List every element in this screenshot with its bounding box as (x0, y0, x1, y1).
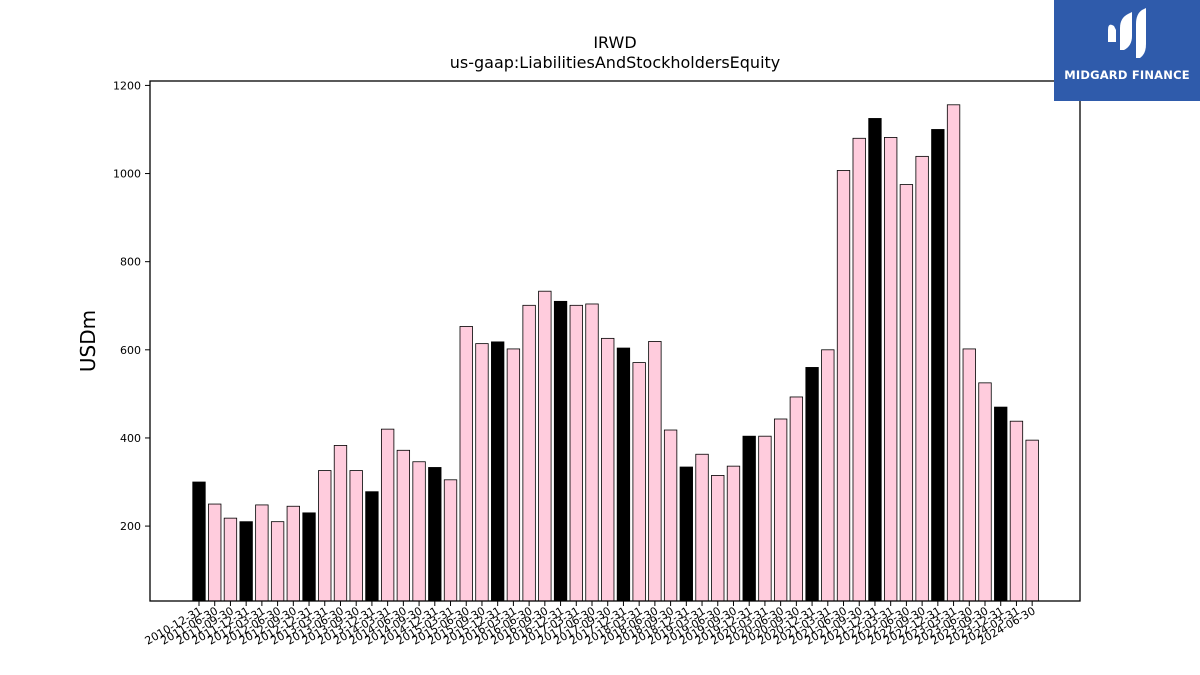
bar-2019-03-31 (695, 453, 709, 602)
bar-2010-12-31 (192, 481, 206, 602)
bar-2022-09-30 (915, 155, 929, 602)
bar-2016-06-30 (522, 304, 536, 602)
plot-frame (149, 80, 1081, 602)
chart-title: IRWD (593, 33, 636, 52)
bar-2020-12-31 (805, 367, 819, 602)
chart-subtitle: us-gaap:LiabilitiesAndStockholdersEquity (450, 53, 781, 72)
bar-2017-06-30 (585, 303, 599, 602)
bar-2013-03-31 (318, 470, 332, 602)
bar-2021-09-30 (852, 137, 866, 602)
bar-2014-09-30 (412, 461, 426, 602)
y-tick-label: 400 (120, 432, 141, 445)
logo-mark-icon (1108, 8, 1146, 58)
bar-2014-12-31 (428, 467, 442, 602)
bar-2018-03-31 (632, 362, 646, 602)
bar-2023-09-30 (978, 382, 992, 602)
bar-2015-12-31 (491, 341, 505, 602)
bar-2019-12-31 (742, 435, 756, 602)
bar-2017-12-31 (616, 347, 631, 602)
bar-2023-06-30 (962, 348, 976, 602)
bar-2022-06-30 (899, 184, 914, 602)
bar-2020-06-30 (773, 418, 788, 602)
bar-2011-12-31 (239, 521, 253, 602)
bar-2012-06-30 (270, 521, 285, 602)
bar-2016-03-31 (506, 348, 521, 602)
bar-2015-09-30 (475, 343, 489, 602)
y-tick-label: 1200 (113, 79, 141, 92)
y-axis: 200 400 600 800 1000 1200 (113, 79, 150, 533)
bar-2020-03-31 (758, 435, 772, 602)
y-tick-label: 600 (120, 344, 141, 357)
bar-2014-06-30 (396, 449, 411, 602)
bar-2015-06-30 (459, 326, 473, 602)
bar-2018-09-30 (663, 429, 678, 602)
bar-2012-09-30 (286, 505, 300, 602)
bar-2020-09-30 (789, 396, 804, 602)
bar-2021-06-30 (836, 170, 851, 602)
y-tick-label: 1000 (113, 168, 141, 181)
logo-text: MIDGARD FINANCE (1064, 68, 1190, 82)
bar-2019-06-30 (711, 475, 725, 602)
bar-2023-03-31 (946, 104, 961, 602)
bar-2024-06-30 (1025, 439, 1039, 602)
bar-2011-09-30 (223, 517, 238, 602)
bar-2017-09-30 (601, 337, 615, 602)
x-axis: 2010-12-312011-06-302011-09-302011-12-31… (143, 601, 1038, 648)
bar-2014-03-31 (380, 428, 395, 602)
bar-2012-12-31 (302, 512, 316, 602)
midgard-finance-logo: MIDGARD FINANCE (1054, 0, 1200, 101)
bar-2022-03-31 (884, 137, 898, 602)
bar-2018-12-31 (679, 466, 693, 602)
y-tick-label: 800 (120, 256, 141, 269)
y-axis-label: USDm (76, 310, 100, 372)
bar-2018-06-30 (648, 341, 662, 602)
bar-2021-12-31 (868, 118, 882, 602)
y-tick-label: 200 (120, 520, 141, 533)
bar-2017-03-31 (569, 304, 583, 602)
bar-2016-09-30 (538, 290, 552, 602)
bar-2024-03-31 (1009, 420, 1024, 602)
bar-2022-12-31 (931, 129, 945, 602)
bar-2012-03-31 (255, 504, 269, 602)
bars-group (192, 104, 1039, 602)
bar-2013-09-30 (349, 470, 363, 602)
bar-2011-06-30 (208, 503, 222, 602)
bar-2015-03-31 (443, 479, 458, 602)
bar-2013-06-30 (333, 445, 348, 602)
bar-2021-03-31 (821, 349, 835, 602)
bar-2023-12-31 (994, 406, 1008, 602)
bar-2016-12-31 (553, 300, 568, 602)
bar-2019-09-30 (726, 465, 741, 602)
bar-2013-12-31 (365, 491, 379, 602)
